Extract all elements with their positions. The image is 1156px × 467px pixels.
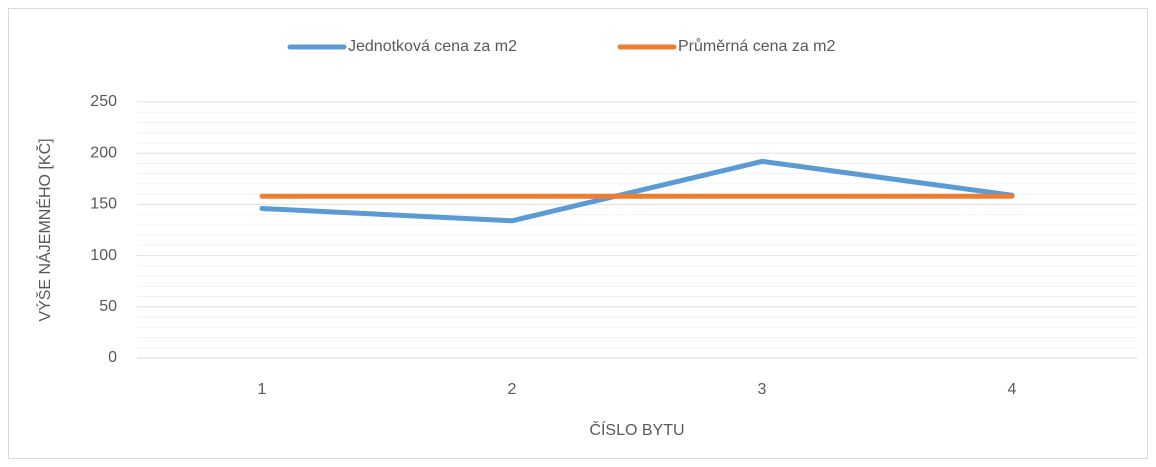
y-tick-label: 200 xyxy=(90,144,117,161)
x-tick-label: 1 xyxy=(258,381,267,398)
y-tick-label: 0 xyxy=(108,349,117,366)
x-tick-label: 2 xyxy=(508,381,517,398)
legend-label: Jednotková cena za m2 xyxy=(348,38,517,55)
legend-label: Průměrná cena za m2 xyxy=(678,37,836,55)
y-tick-label: 50 xyxy=(99,298,117,315)
chart-border xyxy=(8,8,1148,459)
y-tick-label: 250 xyxy=(90,93,117,110)
y-tick-label: 100 xyxy=(90,247,117,264)
data-line xyxy=(259,158,1015,224)
y-axis-label: VÝŠE NÁJEMNÉHO [KČ] xyxy=(35,138,54,321)
x-axis-label: ČÍSLO BYTU xyxy=(589,420,684,439)
x-tick-label: 4 xyxy=(1008,381,1017,398)
x-tick-label: 3 xyxy=(758,381,767,398)
y-tick-label: 150 xyxy=(90,196,117,213)
